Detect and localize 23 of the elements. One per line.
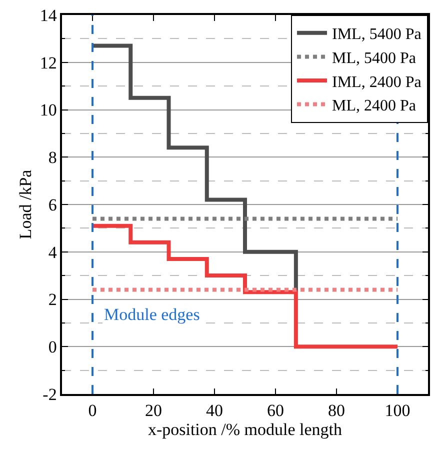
annotation: Module edges — [104, 305, 200, 324]
y-tick-label: 0 — [48, 338, 57, 357]
y-axis-title: Load /kPa — [16, 169, 35, 240]
legend-label: ML, 5400 Pa — [332, 50, 416, 67]
x-tick-label: 0 — [88, 401, 97, 420]
y-tick-label: 2 — [48, 290, 57, 310]
x-tick-label: 100 — [384, 401, 410, 420]
x-tick-label: 40 — [206, 401, 223, 420]
x-axis-title: x-position /% module length — [148, 420, 343, 440]
line-series — [90, 224, 400, 349]
y-tick-label: 6 — [48, 195, 57, 214]
x-tick-label: 60 — [267, 401, 284, 420]
legend-label: ML, 2400 Pa — [332, 98, 416, 115]
legend-label: IML, 5400 Pa — [332, 26, 422, 44]
y-tick-label: 12 — [40, 53, 57, 72]
x-tick-label: 80 — [328, 401, 345, 420]
y-tick-label: -2 — [42, 384, 57, 404]
y-tick-label: 14 — [40, 6, 58, 25]
legend-label: IML, 2400 Pa — [332, 74, 422, 91]
x-tick-label: 20 — [145, 401, 162, 420]
y-tick-label: 10 — [40, 100, 57, 120]
y-tick-label: 8 — [48, 148, 57, 168]
y-tick-label: 4 — [48, 242, 58, 262]
